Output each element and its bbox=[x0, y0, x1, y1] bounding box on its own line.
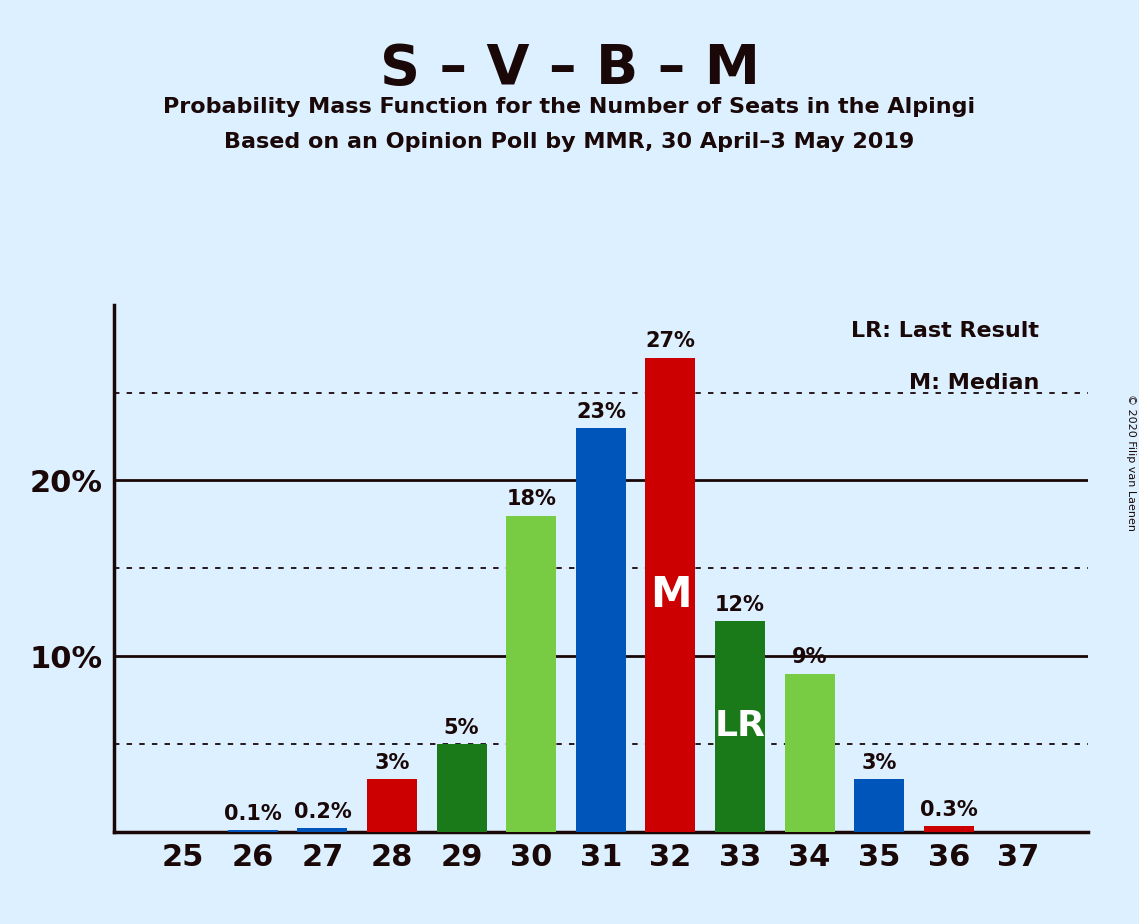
Text: Probability Mass Function for the Number of Seats in the Alpingi: Probability Mass Function for the Number… bbox=[163, 97, 976, 117]
Text: 27%: 27% bbox=[646, 332, 696, 351]
Bar bbox=[436, 744, 486, 832]
Text: 9%: 9% bbox=[792, 648, 827, 667]
Text: 0.1%: 0.1% bbox=[224, 804, 281, 823]
Text: 5%: 5% bbox=[444, 718, 480, 737]
Text: 0.2%: 0.2% bbox=[294, 802, 351, 822]
Text: M: Median: M: Median bbox=[909, 373, 1039, 394]
Text: 23%: 23% bbox=[576, 402, 625, 421]
Text: Based on an Opinion Poll by MMR, 30 April–3 May 2019: Based on an Opinion Poll by MMR, 30 Apri… bbox=[224, 132, 915, 152]
Bar bbox=[854, 779, 904, 832]
Text: M: M bbox=[649, 574, 691, 615]
Bar bbox=[576, 428, 625, 832]
Bar bbox=[367, 779, 417, 832]
Text: 0.3%: 0.3% bbox=[920, 800, 977, 821]
Text: 3%: 3% bbox=[861, 753, 896, 772]
Text: 3%: 3% bbox=[375, 753, 410, 772]
Text: 18%: 18% bbox=[506, 490, 556, 509]
Bar bbox=[297, 828, 347, 832]
Text: LR: LR bbox=[714, 710, 765, 743]
Bar bbox=[924, 826, 974, 832]
Text: 12%: 12% bbox=[715, 595, 765, 614]
Bar bbox=[646, 358, 696, 832]
Bar bbox=[785, 674, 835, 832]
Bar bbox=[228, 830, 278, 832]
Text: © 2020 Filip van Laenen: © 2020 Filip van Laenen bbox=[1126, 394, 1136, 530]
Text: LR: Last Result: LR: Last Result bbox=[851, 321, 1039, 341]
Text: S – V – B – M: S – V – B – M bbox=[379, 42, 760, 95]
Bar bbox=[715, 621, 765, 832]
Bar bbox=[506, 516, 556, 832]
